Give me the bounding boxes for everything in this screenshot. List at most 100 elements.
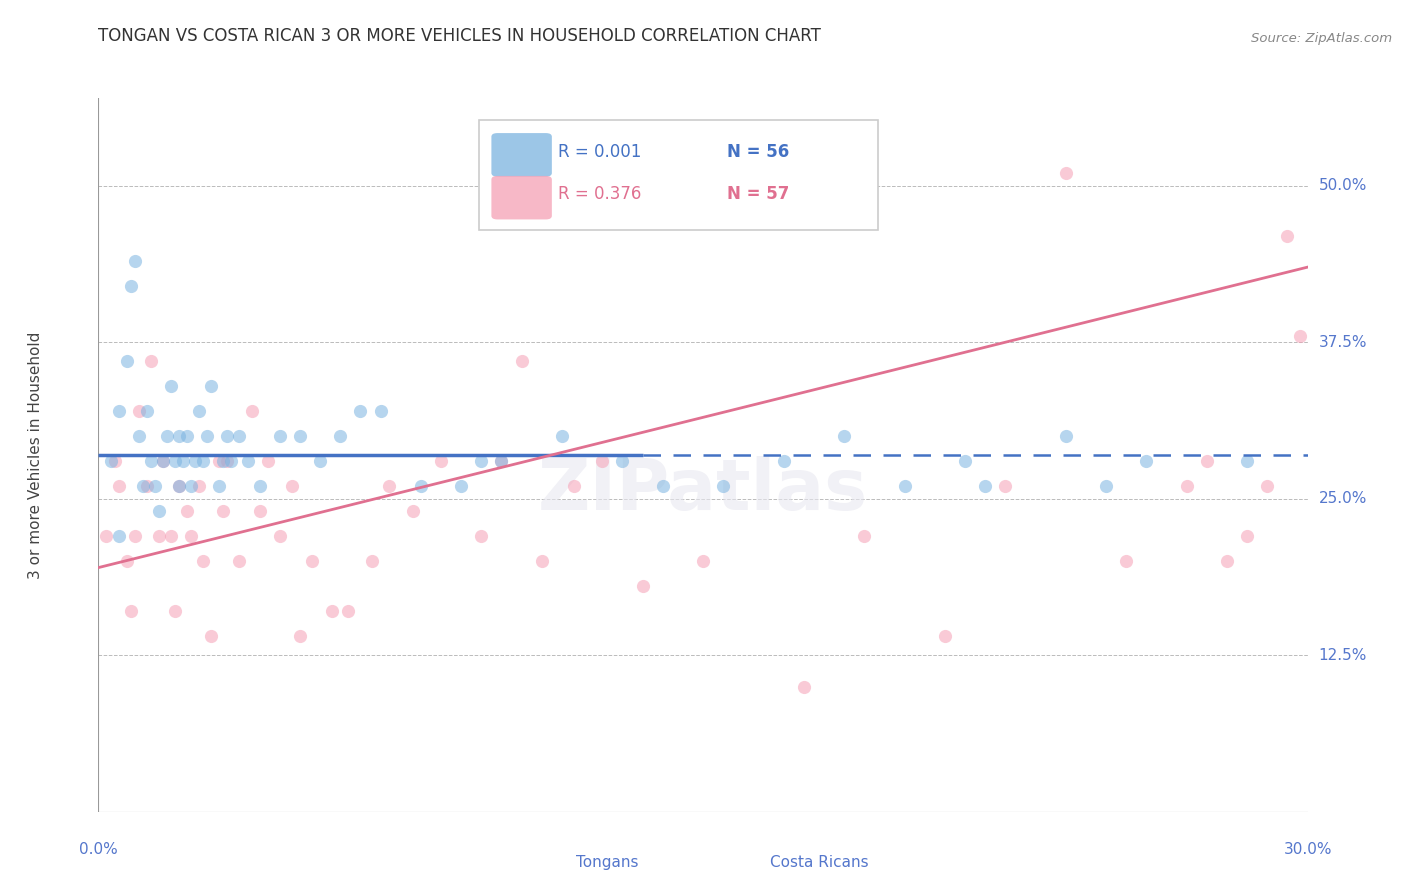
Point: [107, 529, 129, 543]
Text: ZIPatlas: ZIPatlas: [538, 456, 868, 525]
Point: [974, 479, 997, 493]
Point: [135, 479, 157, 493]
Point: [591, 454, 613, 468]
Point: [491, 454, 513, 468]
Point: [115, 554, 138, 568]
Point: [530, 554, 553, 568]
Point: [217, 454, 239, 468]
Point: [100, 454, 122, 468]
Point: [288, 429, 311, 443]
Point: [160, 529, 183, 543]
Point: [152, 454, 174, 468]
Point: [163, 454, 186, 468]
Point: [160, 379, 183, 393]
Text: Tongans: Tongans: [576, 855, 638, 870]
Point: [953, 454, 976, 468]
Point: [249, 479, 271, 493]
Point: [195, 429, 218, 443]
Point: [143, 479, 166, 493]
Point: [148, 504, 170, 518]
FancyBboxPatch shape: [492, 176, 551, 219]
Point: [1277, 228, 1299, 243]
Text: TONGAN VS COSTA RICAN 3 OR MORE VEHICLES IN HOUSEHOLD CORRELATION CHART: TONGAN VS COSTA RICAN 3 OR MORE VEHICLES…: [98, 27, 821, 45]
Point: [370, 404, 392, 418]
Point: [631, 579, 654, 593]
Point: [212, 504, 235, 518]
Point: [107, 404, 129, 418]
Point: [1175, 479, 1198, 493]
Point: [217, 429, 239, 443]
Point: [139, 454, 162, 468]
Point: [172, 454, 194, 468]
Point: [832, 429, 855, 443]
Point: [853, 529, 876, 543]
Point: [200, 379, 222, 393]
Text: 25.0%: 25.0%: [1319, 491, 1367, 507]
Point: [1095, 479, 1118, 493]
Point: [128, 404, 150, 418]
Text: N = 57: N = 57: [727, 186, 790, 203]
Point: [128, 429, 150, 443]
Point: [208, 479, 231, 493]
Point: [402, 504, 425, 518]
Point: [139, 354, 162, 368]
Point: [180, 529, 202, 543]
Point: [208, 454, 231, 468]
Point: [562, 479, 585, 493]
Text: Costa Ricans: Costa Ricans: [769, 855, 868, 870]
Text: 37.5%: 37.5%: [1319, 334, 1367, 350]
Point: [1115, 554, 1137, 568]
Point: [152, 454, 174, 468]
Point: [120, 604, 142, 618]
Point: [321, 604, 343, 618]
Point: [221, 454, 243, 468]
Point: [148, 529, 170, 543]
Point: [236, 454, 259, 468]
Point: [1288, 329, 1310, 343]
Point: [228, 429, 250, 443]
Point: [124, 529, 146, 543]
Point: [450, 479, 472, 493]
Point: [107, 479, 129, 493]
Point: [124, 253, 146, 268]
Text: R = 0.376: R = 0.376: [558, 186, 641, 203]
Point: [1236, 529, 1258, 543]
Point: [1054, 429, 1077, 443]
Point: [612, 454, 634, 468]
Point: [249, 504, 271, 518]
Point: [200, 630, 222, 644]
Point: [349, 404, 371, 418]
Point: [180, 479, 202, 493]
Point: [256, 454, 278, 468]
Point: [470, 529, 492, 543]
Point: [193, 554, 215, 568]
Text: 50.0%: 50.0%: [1319, 178, 1367, 194]
Point: [772, 454, 794, 468]
Point: [430, 454, 453, 468]
Point: [1054, 166, 1077, 180]
Point: [470, 454, 492, 468]
Text: N = 56: N = 56: [727, 143, 789, 161]
Point: [167, 479, 190, 493]
Point: [1135, 454, 1157, 468]
Point: [893, 479, 915, 493]
Point: [103, 454, 125, 468]
Point: [711, 479, 734, 493]
Point: [163, 604, 186, 618]
Point: [96, 529, 118, 543]
Text: 12.5%: 12.5%: [1319, 648, 1367, 663]
Point: [176, 504, 198, 518]
Point: [176, 429, 198, 443]
Point: [240, 404, 263, 418]
Point: [156, 429, 179, 443]
Point: [551, 429, 574, 443]
Point: [651, 479, 673, 493]
Point: [115, 354, 138, 368]
Text: 0.0%: 0.0%: [79, 842, 118, 857]
Text: R = 0.001: R = 0.001: [558, 143, 641, 161]
Point: [510, 354, 533, 368]
Point: [337, 604, 360, 618]
Point: [132, 479, 155, 493]
FancyBboxPatch shape: [530, 847, 571, 878]
Point: [994, 479, 1017, 493]
